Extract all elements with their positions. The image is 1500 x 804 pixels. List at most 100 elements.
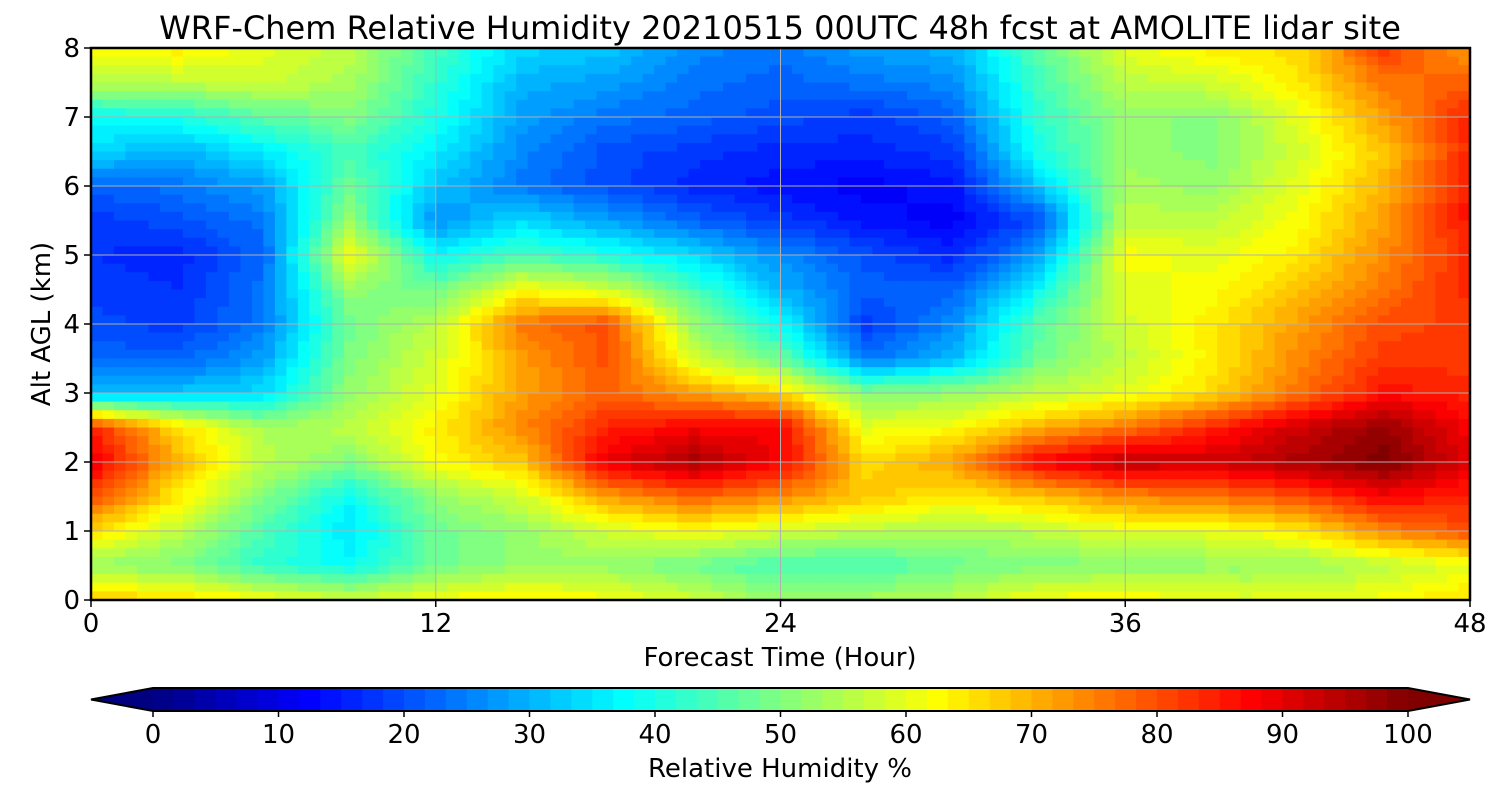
heatmap-cell bbox=[1240, 229, 1253, 239]
heatmap-cell bbox=[539, 160, 552, 170]
heatmap-cell bbox=[102, 108, 115, 118]
heatmap-cell bbox=[746, 48, 759, 58]
heatmap-cell bbox=[860, 349, 874, 360]
heatmap-cell bbox=[998, 91, 1011, 101]
heatmap-cell bbox=[91, 73, 104, 84]
heatmap-cell bbox=[447, 341, 460, 351]
heatmap-cell bbox=[941, 134, 954, 144]
heatmap-cell bbox=[1182, 160, 1195, 170]
heatmap-cell bbox=[746, 203, 759, 213]
heatmap-cell bbox=[987, 298, 1000, 308]
heatmap-cell bbox=[539, 177, 552, 187]
heatmap-cell bbox=[872, 177, 885, 187]
heatmap-cell bbox=[1194, 99, 1207, 109]
heatmap-cell bbox=[929, 289, 942, 299]
heatmap-cell bbox=[1228, 367, 1241, 377]
heatmap-cell bbox=[458, 117, 471, 127]
heatmap-cell bbox=[1056, 324, 1069, 334]
heatmap-cell bbox=[1171, 237, 1184, 247]
heatmap-cell bbox=[481, 332, 494, 342]
heatmap-cell bbox=[1194, 151, 1207, 161]
heatmap-cell bbox=[1343, 306, 1356, 316]
heatmap-cell bbox=[458, 194, 471, 204]
heatmap-cell bbox=[791, 401, 805, 411]
heatmap-cell bbox=[619, 306, 632, 316]
heatmap-cell bbox=[1412, 393, 1425, 403]
heatmap-cell bbox=[1228, 73, 1241, 84]
heatmap-cell bbox=[1412, 375, 1425, 385]
heatmap-cell bbox=[619, 160, 632, 170]
heatmap-cell bbox=[1378, 194, 1391, 204]
heatmap-cell bbox=[688, 82, 701, 92]
heatmap-cell bbox=[814, 125, 828, 135]
heatmap-cell bbox=[251, 99, 264, 109]
heatmap-cell bbox=[769, 134, 782, 144]
heatmap-cell bbox=[171, 289, 184, 299]
heatmap-cell bbox=[1021, 246, 1034, 256]
heatmap-cell bbox=[1355, 237, 1368, 247]
heatmap-cell bbox=[182, 237, 196, 247]
heatmap-cell bbox=[1458, 367, 1471, 377]
heatmap-cell bbox=[1378, 246, 1391, 256]
heatmap-cell bbox=[435, 375, 448, 385]
heatmap-cell bbox=[550, 99, 563, 109]
heatmap-cell bbox=[734, 280, 747, 291]
heatmap-cell bbox=[918, 255, 931, 265]
heatmap-cell bbox=[780, 73, 793, 84]
heatmap-cell bbox=[1194, 186, 1207, 196]
heatmap-cell bbox=[527, 65, 540, 75]
heatmap-cell bbox=[1171, 324, 1184, 334]
heatmap-cell bbox=[240, 211, 253, 222]
heatmap-cell bbox=[458, 177, 471, 187]
heatmap-cell bbox=[1435, 324, 1448, 334]
heatmap-cell bbox=[263, 358, 276, 368]
heatmap-cell bbox=[251, 211, 264, 222]
heatmap-cell bbox=[1148, 384, 1161, 394]
heatmap-cell bbox=[677, 298, 690, 308]
heatmap-cell bbox=[424, 229, 437, 239]
heatmap-cell bbox=[1159, 177, 1172, 187]
heatmap-cell bbox=[458, 229, 471, 239]
heatmap-cell bbox=[1263, 125, 1276, 135]
heatmap-cell bbox=[1148, 134, 1161, 144]
heatmap-cell bbox=[1044, 332, 1057, 342]
heatmap-cell bbox=[700, 367, 713, 377]
heatmap-cell bbox=[1447, 56, 1460, 66]
heatmap-cell bbox=[952, 349, 965, 360]
heatmap-cell bbox=[1194, 393, 1207, 403]
heatmap-cell bbox=[1056, 82, 1069, 92]
heatmap-cell bbox=[1067, 280, 1080, 291]
heatmap-cell bbox=[711, 229, 724, 239]
heatmap-cell bbox=[596, 82, 609, 92]
heatmap-cell bbox=[1171, 246, 1184, 256]
heatmap-cell bbox=[424, 324, 437, 334]
heatmap-cell bbox=[573, 229, 586, 239]
heatmap-cell bbox=[1378, 117, 1391, 127]
heatmap-cell bbox=[539, 65, 552, 75]
heatmap-cell bbox=[688, 375, 701, 385]
heatmap-cell bbox=[332, 324, 345, 334]
heatmap-cell bbox=[780, 280, 793, 291]
heatmap-cell bbox=[895, 177, 908, 187]
heatmap-cell bbox=[1355, 229, 1368, 239]
heatmap-cell bbox=[619, 229, 632, 239]
heatmap-cell bbox=[1217, 375, 1230, 385]
heatmap-cell bbox=[998, 108, 1011, 118]
heatmap-cell bbox=[1332, 246, 1345, 256]
heatmap-cell bbox=[711, 160, 724, 170]
heatmap-cell bbox=[826, 177, 839, 187]
heatmap-cell bbox=[470, 289, 483, 299]
heatmap-cell bbox=[1228, 375, 1241, 385]
heatmap-cell bbox=[1424, 125, 1437, 135]
heatmap-cell bbox=[493, 56, 506, 66]
heatmap-cell bbox=[286, 91, 299, 101]
heatmap-cell bbox=[263, 73, 276, 84]
heatmap-cell bbox=[711, 401, 724, 411]
heatmap-cell bbox=[665, 91, 678, 101]
heatmap-cell bbox=[975, 134, 988, 144]
heatmap-cell bbox=[1435, 272, 1448, 282]
heatmap-cell bbox=[677, 367, 690, 377]
heatmap-cell bbox=[700, 194, 713, 204]
heatmap-cell bbox=[136, 91, 150, 101]
heatmap-cell bbox=[573, 306, 586, 316]
